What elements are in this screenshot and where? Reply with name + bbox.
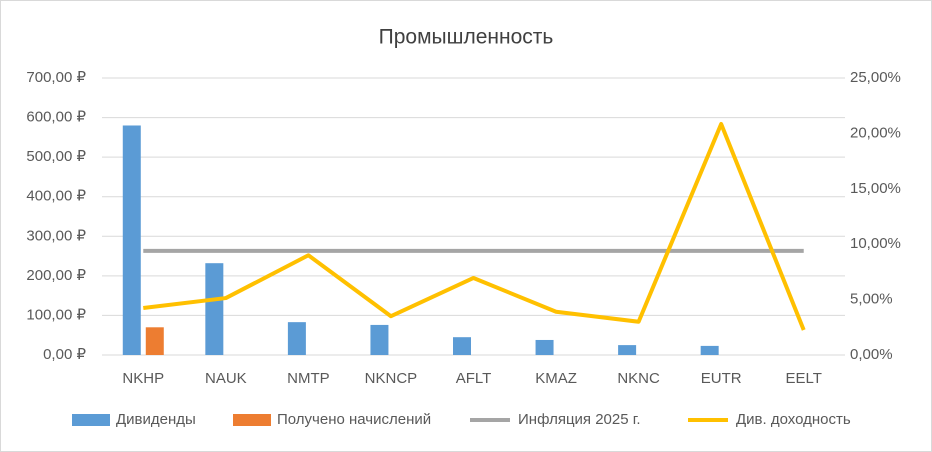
x-tick-label: NKNCP xyxy=(365,370,418,387)
y2-tick-label: 20,00% xyxy=(850,124,901,141)
bar xyxy=(535,339,554,355)
y-tick-label: 500,00 ₽ xyxy=(26,148,86,165)
y2-tick-label: 10,00% xyxy=(850,235,901,252)
legend-label: Получено начислений xyxy=(277,411,431,428)
legend-label: Дивиденды xyxy=(116,411,196,428)
y2-tick-label: 5,00% xyxy=(850,291,893,308)
x-tick-label: KMAZ xyxy=(535,370,577,387)
x-tick-label: NMTP xyxy=(287,370,330,387)
y2-tick-label: 0,00% xyxy=(850,346,893,363)
x-tick-label: EUTR xyxy=(701,370,742,387)
y2-tick-label: 15,00% xyxy=(850,180,901,197)
y-tick-label: 700,00 ₽ xyxy=(26,69,86,86)
legend-swatch xyxy=(72,414,110,426)
legend-label: Инфляция 2025 г. xyxy=(518,411,641,428)
y2-tick-label: 25,00% xyxy=(850,69,901,86)
x-tick-label: NKHP xyxy=(122,370,164,387)
chart-title: Промышленность xyxy=(379,26,554,49)
y-tick-label: 400,00 ₽ xyxy=(26,188,86,205)
y-tick-label: 600,00 ₽ xyxy=(26,109,86,126)
x-tick-label: NKNC xyxy=(617,370,660,387)
x-tick-label: EELT xyxy=(786,370,822,387)
legend-swatch xyxy=(233,414,271,426)
legend-label: Див. доходность xyxy=(736,411,851,428)
bar xyxy=(700,345,719,355)
bar xyxy=(618,345,637,355)
y-tick-label: 200,00 ₽ xyxy=(26,267,86,284)
bar xyxy=(370,324,389,355)
y-tick-label: 300,00 ₽ xyxy=(26,227,86,244)
bar xyxy=(453,337,471,355)
bar xyxy=(145,327,164,355)
bar xyxy=(122,125,141,355)
bar xyxy=(205,263,224,355)
x-tick-label: AFLT xyxy=(456,370,492,387)
line-series xyxy=(143,121,806,331)
y-tick-label: 100,00 ₽ xyxy=(26,306,86,323)
y-tick-label: 0,00 ₽ xyxy=(43,346,86,363)
bar xyxy=(287,322,306,355)
x-tick-label: NAUK xyxy=(205,370,247,387)
